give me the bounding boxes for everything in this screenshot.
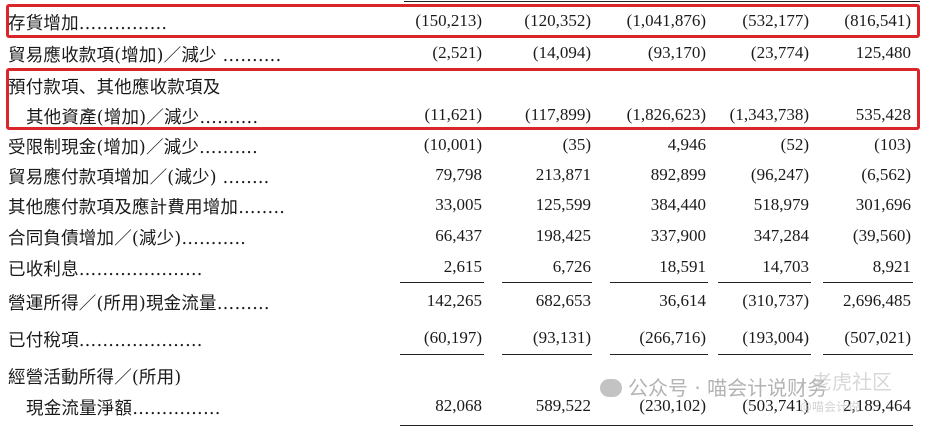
cell-value: (14,094): [532, 43, 591, 62]
cell-value: 14,703: [762, 257, 809, 276]
cell-value: 2,615: [443, 257, 482, 276]
cell-value: (6,562): [861, 165, 911, 184]
cell-value: 33,005: [435, 195, 482, 214]
bottom-rule: [400, 425, 913, 426]
cell-value: (266,716): [639, 328, 706, 347]
cell-value: 79,798: [435, 165, 482, 184]
wechat-icon: [600, 379, 622, 397]
cell-value: 6,726: [552, 257, 591, 276]
small-watermark-text: @喵会计说: [800, 400, 861, 414]
cell-value: (193,004): [742, 328, 809, 347]
cell-value: (230,102): [639, 396, 706, 415]
cell-value: 18,591: [659, 257, 706, 276]
total-rule-col3: [718, 354, 811, 355]
cell-value: 682,653: [535, 291, 591, 310]
row-label-restricted-cash: 受限制現金(增加)／減少……….: [8, 138, 258, 158]
subtotal-rule-col1: [502, 282, 592, 283]
cell-value: (816,541): [844, 11, 911, 30]
subtotal-rule-col2: [610, 282, 708, 283]
highlight-box-inventory: [6, 4, 920, 38]
cell-value: (10,001): [423, 135, 482, 154]
row-label-cash-from-operations: 營運所得／(所用)現金流量………: [8, 294, 270, 314]
cell-value: 384,440: [650, 195, 706, 214]
cell-value: (96,247): [750, 165, 809, 184]
cell-value: 198,425: [535, 226, 591, 245]
cell-value: 535,428: [855, 105, 911, 124]
cell-value: (93,170): [647, 43, 706, 62]
cell-value: 125,480: [855, 43, 911, 62]
total-rule-col1: [502, 354, 592, 355]
cell-value: (120,352): [524, 11, 591, 30]
cell-value: 36,614: [659, 291, 706, 310]
cell-value: 347,284: [753, 226, 809, 245]
highlight-box-prepayments: [6, 68, 920, 130]
cell-value: 213,871: [535, 165, 591, 184]
top-rule: [404, 1, 920, 2]
cell-value: 142,265: [426, 291, 482, 310]
cell-value: 589,522: [535, 396, 591, 415]
small-watermark: @喵会计说: [800, 398, 860, 415]
cell-value: (2,521): [432, 43, 482, 62]
cell-value: (150,213): [415, 11, 482, 30]
cell-value: 66,437: [435, 226, 482, 245]
row-label-trade-payables: 貿易應付款項增加／(減少) ……..: [8, 168, 270, 188]
cell-value: (35): [562, 135, 591, 154]
cell-value: 125,599: [535, 195, 591, 214]
cell-value: (93,131): [532, 328, 591, 347]
cell-value: (503,741): [742, 396, 809, 415]
cell-value: 301,696: [855, 195, 911, 214]
cell-value: 892,899: [650, 165, 706, 184]
total-rule-col4: [823, 354, 913, 355]
cell-value: (507,021): [844, 328, 911, 347]
cell-value: (1,826,623): [626, 105, 706, 124]
cell-value: (11,621): [424, 105, 482, 124]
row-label-prepayments-line1: 預付款項、其他應收款項及: [8, 78, 221, 98]
cell-value: (39,560): [852, 226, 911, 245]
cell-value: (52): [780, 135, 809, 154]
row-label-prepayments-line2: 其他資產(增加)／減少……….: [26, 108, 259, 128]
cell-value: (1,343,738): [729, 105, 809, 124]
row-label-interest-received: 已收利息…………………: [8, 260, 203, 280]
cell-value: (103): [874, 135, 911, 154]
cell-value: (60,197): [423, 328, 482, 347]
total-rule-col2: [610, 354, 708, 355]
wechat-watermark-text: 公众号 · 喵会计说财务: [628, 376, 828, 400]
site-watermark: 老虎社区: [812, 366, 892, 395]
subtotal-rule-col3: [718, 282, 811, 283]
total-rule-col0: [400, 354, 484, 355]
cell-value: 4,946: [667, 135, 706, 154]
cell-value: 518,979: [753, 195, 809, 214]
row-label-net-operating-cash-line2: 現金流量淨額……………: [26, 399, 221, 419]
wechat-watermark: 公众号 · 喵会计说财务: [600, 372, 827, 401]
subtotal-rule-col0: [400, 282, 484, 283]
row-label-contract-liabilities: 合同負債增加／(減少)………..: [8, 229, 246, 249]
cell-value: 8,921: [872, 257, 911, 276]
row-label-other-payables: 其他應付款項及應計費用增加……..: [8, 198, 286, 218]
cell-value: 2,696,485: [843, 291, 911, 310]
row-label-trade-receivables: 貿易應收款項(增加)／減少 ……….: [8, 46, 282, 66]
row-label-net-operating-cash-line1: 經營活動所得／(所用): [8, 368, 182, 388]
cell-value: (117,899): [525, 105, 591, 124]
cell-value: 337,900: [650, 226, 706, 245]
cell-value: 2,189,464: [843, 396, 911, 415]
cell-value: 82,068: [435, 396, 482, 415]
site-watermark-text: 老虎社区: [812, 370, 892, 394]
cell-value: (310,737): [742, 291, 809, 310]
cell-value: (532,177): [742, 11, 809, 30]
row-label-inventory: 存貨增加……………: [8, 14, 168, 34]
subtotal-rule-col4: [823, 282, 913, 283]
cell-value: (1,041,876): [626, 11, 706, 30]
cell-value: (23,774): [750, 43, 809, 62]
row-label-tax-paid: 已付稅項…………………: [8, 331, 203, 351]
